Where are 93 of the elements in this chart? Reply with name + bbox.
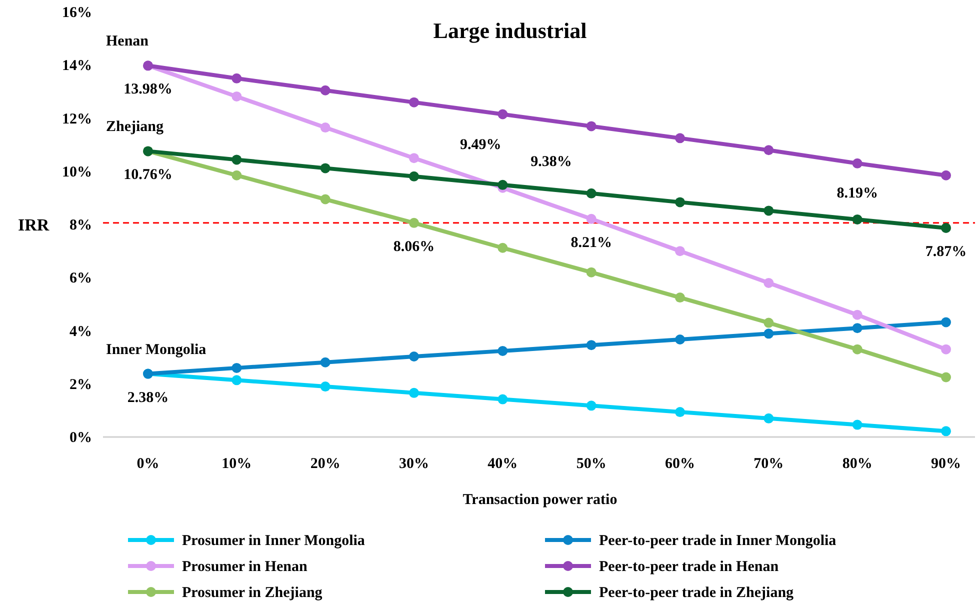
annotation: Zhejiang: [106, 119, 164, 136]
point: [675, 197, 685, 208]
point: [852, 420, 862, 430]
y-tick-label: 8%: [70, 218, 92, 234]
y-tick-label: 0%: [70, 430, 92, 446]
data-label: 2.38%: [127, 390, 169, 406]
point: [941, 317, 951, 328]
point: [586, 188, 596, 198]
x-axis-title: Transaction power ratio: [462, 492, 618, 508]
point: [852, 323, 862, 334]
point: [409, 388, 419, 398]
point: [320, 163, 330, 174]
point: [232, 91, 242, 102]
legend-label: Peer-to-peer trade in Henan: [599, 559, 780, 575]
point: [675, 334, 685, 345]
x-tick-label: 80%: [842, 456, 872, 472]
point: [498, 346, 508, 356]
point: [409, 171, 419, 182]
point: [675, 292, 685, 303]
point: [320, 85, 330, 96]
data-label: 13.98%: [124, 82, 172, 98]
point: [232, 375, 242, 386]
point: [409, 97, 419, 108]
point: [941, 170, 951, 180]
point: [764, 318, 774, 328]
point: [320, 357, 330, 368]
x-tick-label: 10%: [222, 456, 252, 472]
point: [586, 340, 596, 350]
legend-label: Prosumer in Zhejiang: [182, 585, 323, 601]
point: [764, 206, 774, 216]
point: [232, 362, 242, 373]
point: [764, 328, 774, 339]
annotation: Henan: [106, 34, 150, 50]
y-axis-title: IRR: [18, 216, 50, 234]
point: [675, 246, 685, 256]
annotation: Inner Mongolia: [106, 342, 207, 358]
y-tick-label: 4%: [70, 324, 92, 340]
point: [586, 214, 596, 224]
point: [320, 382, 330, 392]
legend-label: Peer-to-peer trade in Inner Mongolia: [599, 533, 837, 549]
point: [498, 180, 508, 190]
point: [586, 267, 596, 278]
data-label: 8.21%: [570, 234, 612, 251]
data-label: 9.38%: [530, 154, 572, 170]
x-tick-label: 20%: [310, 456, 340, 472]
point: [941, 372, 951, 382]
point: [409, 218, 419, 228]
legend-label: Prosumer in Henan: [182, 559, 308, 575]
point: [409, 352, 419, 362]
point: [764, 413, 774, 424]
point: [232, 154, 242, 165]
point: [409, 153, 419, 164]
data-label: 8.19%: [836, 185, 878, 202]
point: [941, 344, 951, 354]
x-tick-label: 60%: [665, 456, 695, 472]
chart-title: Large industrial: [433, 18, 587, 43]
point: [675, 407, 685, 418]
legend-label: Peer-to-peer trade in Zhejiang: [599, 585, 794, 601]
legend-label: Prosumer in Inner Mongolia: [182, 533, 366, 549]
x-tick-label: 70%: [754, 456, 784, 472]
point: [498, 394, 508, 404]
point: [764, 145, 774, 156]
x-tick-label: 50%: [576, 456, 606, 472]
point: [320, 122, 330, 133]
point: [498, 109, 508, 120]
y-tick-label: 16%: [62, 5, 92, 21]
y-tick-label: 10%: [62, 164, 92, 180]
point: [232, 170, 242, 180]
point: [586, 400, 596, 411]
point: [852, 158, 862, 168]
x-tick-label: 90%: [931, 456, 961, 472]
data-label: 9.49%: [460, 136, 502, 153]
point: [232, 73, 242, 84]
y-tick-label: 12%: [62, 111, 92, 128]
x-tick-label: 40%: [488, 456, 518, 472]
data-label: 10.76%: [124, 167, 172, 184]
x-tick-label: 30%: [399, 456, 429, 472]
y-tick-label: 6%: [70, 270, 92, 287]
data-label: 7.87%: [925, 244, 967, 260]
point: [675, 133, 685, 144]
point: [498, 242, 508, 253]
y-tick-label: 14%: [62, 58, 92, 74]
point: [320, 194, 330, 204]
point: [852, 344, 862, 354]
data-label: 8.06%: [393, 238, 435, 255]
point: [941, 222, 951, 233]
x-tick-label: 0%: [136, 456, 160, 472]
point: [941, 426, 951, 436]
point: [764, 278, 774, 288]
y-tick-label: 2%: [70, 376, 92, 393]
point: [586, 121, 596, 132]
point: [852, 310, 862, 320]
point: [852, 214, 862, 224]
